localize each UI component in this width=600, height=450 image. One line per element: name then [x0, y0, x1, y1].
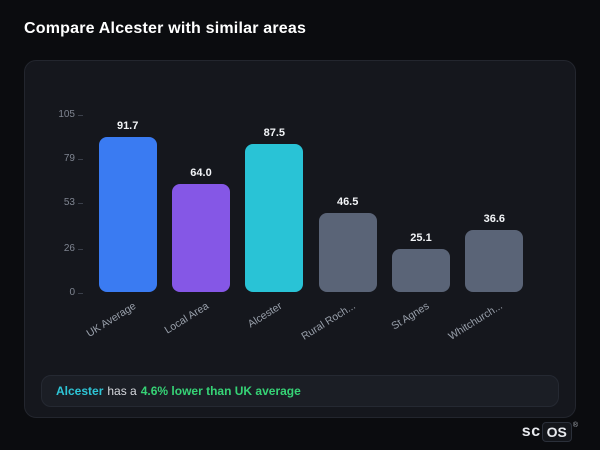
bar-alcester[interactable] [245, 143, 304, 292]
x-axis-labels: UK Average Local Area Alcester Rural Roch..… [84, 292, 531, 350]
bar-uk-average[interactable] [98, 136, 157, 292]
bar-column: 64.0 [164, 114, 237, 292]
y-tick-label: 105 [58, 109, 83, 120]
bar-value-label: 87.5 [263, 126, 286, 139]
plot-area: 91.7 64.0 87.5 46.5 25.1 36.6 [91, 114, 531, 292]
bar-st-agnes[interactable] [391, 249, 450, 292]
summary-stat: 4.6% lower than UK average [140, 384, 301, 398]
bar-whitchurch[interactable] [465, 229, 524, 292]
x-tick-label: Rural Roch... [299, 300, 359, 343]
scos-logo: sc OS ® [522, 422, 578, 442]
logo-prefix: sc [521, 423, 541, 440]
summary-area-name: Alcester [56, 384, 104, 398]
bar-value-label: 25.1 [410, 232, 432, 245]
x-tick-label: Local Area [162, 300, 212, 337]
summary-box: Alcester has a 4.6% lower than UK averag… [41, 375, 559, 407]
bar-value-label: 36.6 [483, 212, 506, 225]
bar-local-area[interactable] [171, 183, 230, 292]
y-tick-label: 26 [63, 242, 84, 254]
bar-column: 46.5 [311, 114, 384, 292]
bar-column: 91.7 [91, 114, 164, 292]
bar-value-label: 46.5 [336, 196, 359, 209]
bar-column: 87.5 [238, 114, 311, 292]
y-tick-label: 53 [63, 197, 84, 209]
bar-value-label: 64.0 [190, 166, 212, 179]
bar-value-label: 91.7 [116, 119, 139, 132]
summary-middle-text: has a [107, 384, 137, 398]
bar-column: 25.1 [384, 114, 457, 292]
registered-mark: ® [572, 422, 578, 429]
logo-boxed-text: OS [541, 422, 572, 442]
x-tick-label: Alcester [246, 300, 285, 331]
y-tick-label: 0 [69, 287, 83, 298]
x-tick-label: St Agnes [389, 300, 432, 333]
bar-rural-roch[interactable] [318, 213, 377, 292]
page-title: Compare Alcester with similar areas [24, 20, 307, 37]
x-tick-label: UK Average [84, 300, 139, 340]
y-axis-ticks: 0 26 53 79 105 [47, 109, 85, 298]
x-tick-label: Whitchurch... [446, 300, 505, 343]
y-tick-label: 79 [63, 153, 84, 165]
bar-column: 36.6 [458, 114, 531, 292]
